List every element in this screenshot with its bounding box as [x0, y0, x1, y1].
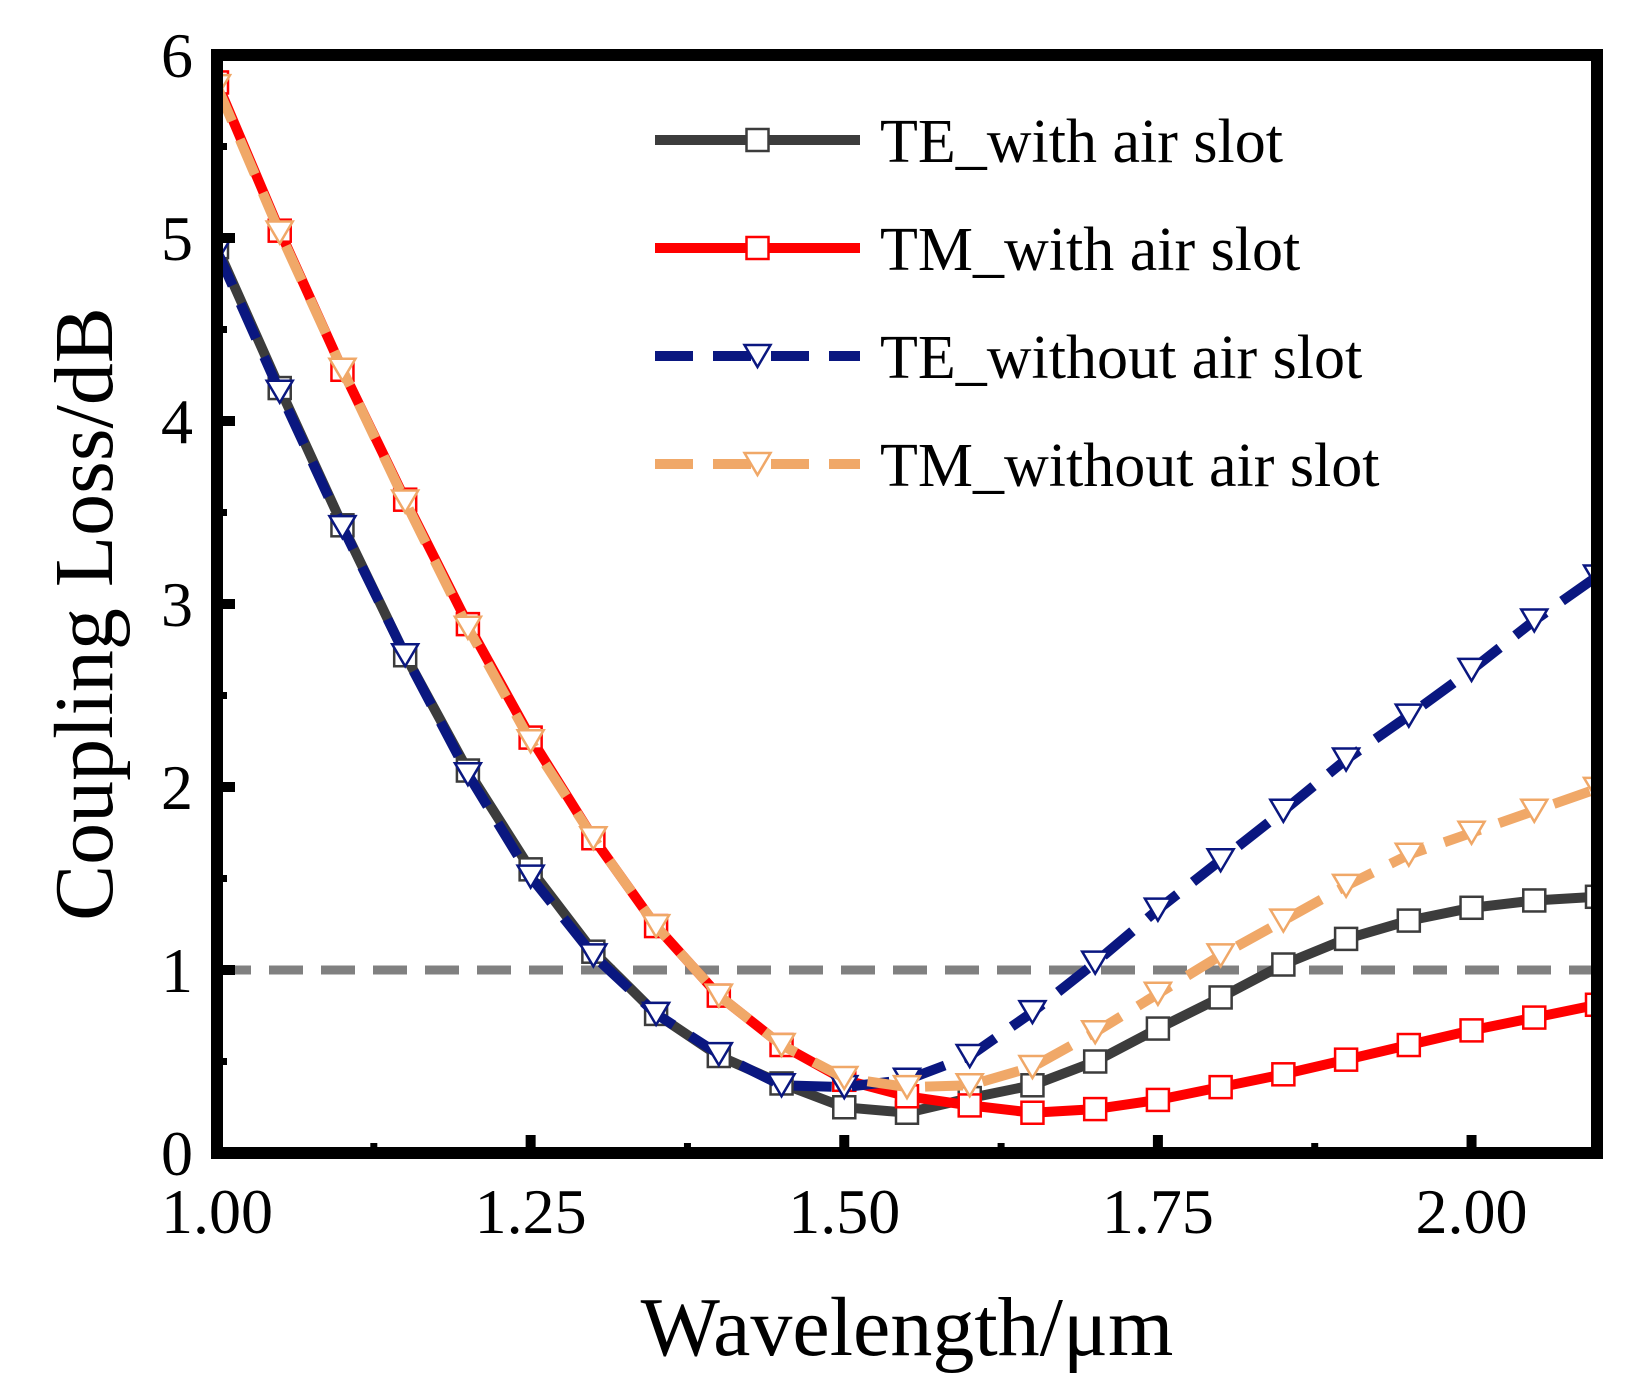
data-point [1519, 608, 1550, 634]
data-point [1271, 952, 1296, 977]
data-point [1079, 1019, 1111, 1046]
data-point [327, 357, 358, 384]
data-point [703, 1041, 735, 1068]
data-point [1020, 1100, 1045, 1125]
plot-series-area [217, 70, 1597, 1125]
data-point [1208, 1074, 1233, 1100]
data-point [1079, 950, 1111, 977]
data-point [1330, 747, 1362, 774]
legend-marker [742, 343, 773, 370]
data-point [1333, 926, 1359, 952]
data-point [1017, 1054, 1048, 1081]
data-point [1396, 908, 1422, 933]
data-point [766, 1073, 797, 1099]
y-tick-label: 0 [161, 1118, 193, 1189]
data-point [1459, 1018, 1484, 1043]
data-point [1205, 943, 1236, 969]
data-point [452, 615, 484, 642]
legend-item: TM_with air slot [655, 216, 1300, 284]
legend-label: TM_with air slot [880, 216, 1300, 284]
data-point [1333, 1047, 1359, 1072]
y-tick-label: 2 [161, 752, 193, 823]
data-point [640, 913, 672, 940]
data-point [389, 642, 421, 669]
data-point [1330, 873, 1362, 900]
y-tick-label: 3 [161, 569, 193, 640]
data-point [1268, 798, 1299, 825]
data-point [1519, 798, 1550, 825]
data-point [1145, 1016, 1171, 1041]
y-tick-label: 1 [161, 935, 193, 1006]
data-point [1208, 985, 1233, 1010]
y-axis-title: Coupling Loss/dB [38, 307, 131, 921]
data-point [640, 1001, 672, 1028]
legend-item: TE_with air slot [655, 108, 1283, 176]
data-point [1396, 1032, 1422, 1058]
x-axis-title: Wavelength/μm [641, 1281, 1174, 1374]
data-point [1456, 657, 1487, 684]
legend: TE_with air slot TM_with air slot TE_witho… [655, 108, 1379, 500]
y-tick-label: 4 [161, 386, 193, 457]
data-point [1082, 1096, 1108, 1122]
x-tick-label: 2.00 [1416, 1176, 1528, 1247]
legend-marker [745, 235, 770, 261]
legend-label: TM_without air slot [880, 432, 1379, 500]
axes: 1.00 1.25 1.50 1.75 2.00 0 1 2 3 4 5 6 [161, 20, 1603, 1247]
legend-label: TE_with air slot [880, 108, 1283, 176]
data-point [1393, 703, 1425, 730]
y-tick-label: 5 [161, 203, 193, 274]
data-point [1142, 981, 1174, 1008]
series-4 [217, 73, 1597, 1101]
data-point [766, 1032, 797, 1059]
series-line [217, 248, 1597, 1093]
x-tick-label: 1.00 [161, 1176, 273, 1247]
data-point [389, 489, 421, 515]
data-point [1082, 1049, 1108, 1074]
data-point [1145, 1087, 1171, 1113]
data-point [515, 864, 546, 891]
data-point [264, 220, 295, 246]
series-line [217, 84, 1597, 1093]
legend-marker [745, 127, 770, 153]
data-point [264, 379, 295, 406]
data-point [452, 761, 484, 788]
data-point [578, 943, 609, 969]
legend-marker [742, 451, 773, 478]
data-point [1459, 895, 1484, 921]
data-point [1268, 908, 1299, 935]
data-point [829, 1065, 860, 1092]
data-point [1393, 842, 1425, 869]
data-point [1522, 1005, 1547, 1030]
data-point [1522, 888, 1547, 913]
legend-item: TM_without air slot [655, 432, 1379, 500]
data-point [1142, 897, 1174, 924]
data-point [515, 729, 546, 755]
data-point [327, 514, 358, 541]
data-point [1456, 820, 1487, 847]
y-tick-label: 6 [161, 20, 193, 91]
data-point [954, 1043, 985, 1070]
data-point [954, 1073, 985, 1099]
data-point [1017, 999, 1048, 1026]
legend-label: TE_without air slot [880, 324, 1362, 392]
data-point [703, 983, 735, 1010]
data-point [1205, 847, 1236, 874]
data-point [578, 825, 609, 852]
x-tick-label: 1.75 [1102, 1176, 1214, 1247]
x-tick-label: 1.50 [788, 1176, 900, 1247]
data-point [1271, 1062, 1296, 1087]
legend-item: TE_without air slot [655, 324, 1362, 392]
data-point [891, 1074, 923, 1101]
x-tick-label: 1.25 [475, 1176, 587, 1247]
